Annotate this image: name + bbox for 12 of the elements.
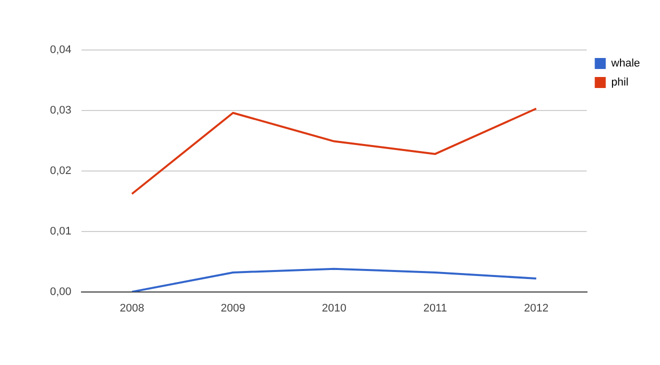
y-tick-label: 0,01 <box>50 225 72 238</box>
legend-label: phil <box>611 76 628 89</box>
x-tick-label: 2010 <box>322 302 346 314</box>
y-tick-label: 0,02 <box>50 164 72 177</box>
legend-label: whale <box>610 58 640 70</box>
x-tick-label: 2008 <box>120 302 144 314</box>
x-tick-label: 2011 <box>423 302 447 314</box>
y-tick-label: 0,04 <box>50 44 72 56</box>
y-tick-label: 0,03 <box>50 104 72 116</box>
y-tick-label: 0,00 <box>50 286 72 298</box>
x-tick-label: 2012 <box>524 302 548 314</box>
x-tick-label: 2009 <box>220 302 246 314</box>
